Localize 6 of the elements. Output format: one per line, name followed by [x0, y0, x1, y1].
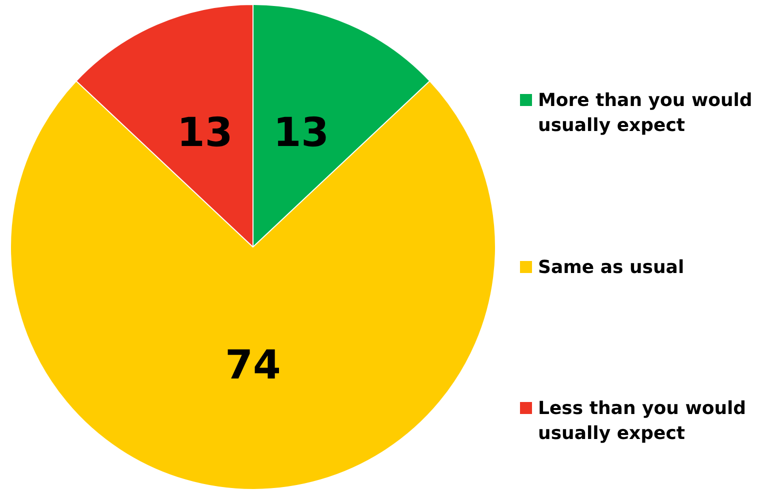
legend-label: More than you would usually expect	[538, 89, 754, 138]
data-label: 13	[177, 110, 233, 156]
data-label: 74	[225, 342, 281, 389]
legend-label: Less than you would usually expect	[538, 397, 748, 446]
legend-label: Same as usual	[538, 256, 686, 280]
data-label: 13	[273, 110, 329, 156]
